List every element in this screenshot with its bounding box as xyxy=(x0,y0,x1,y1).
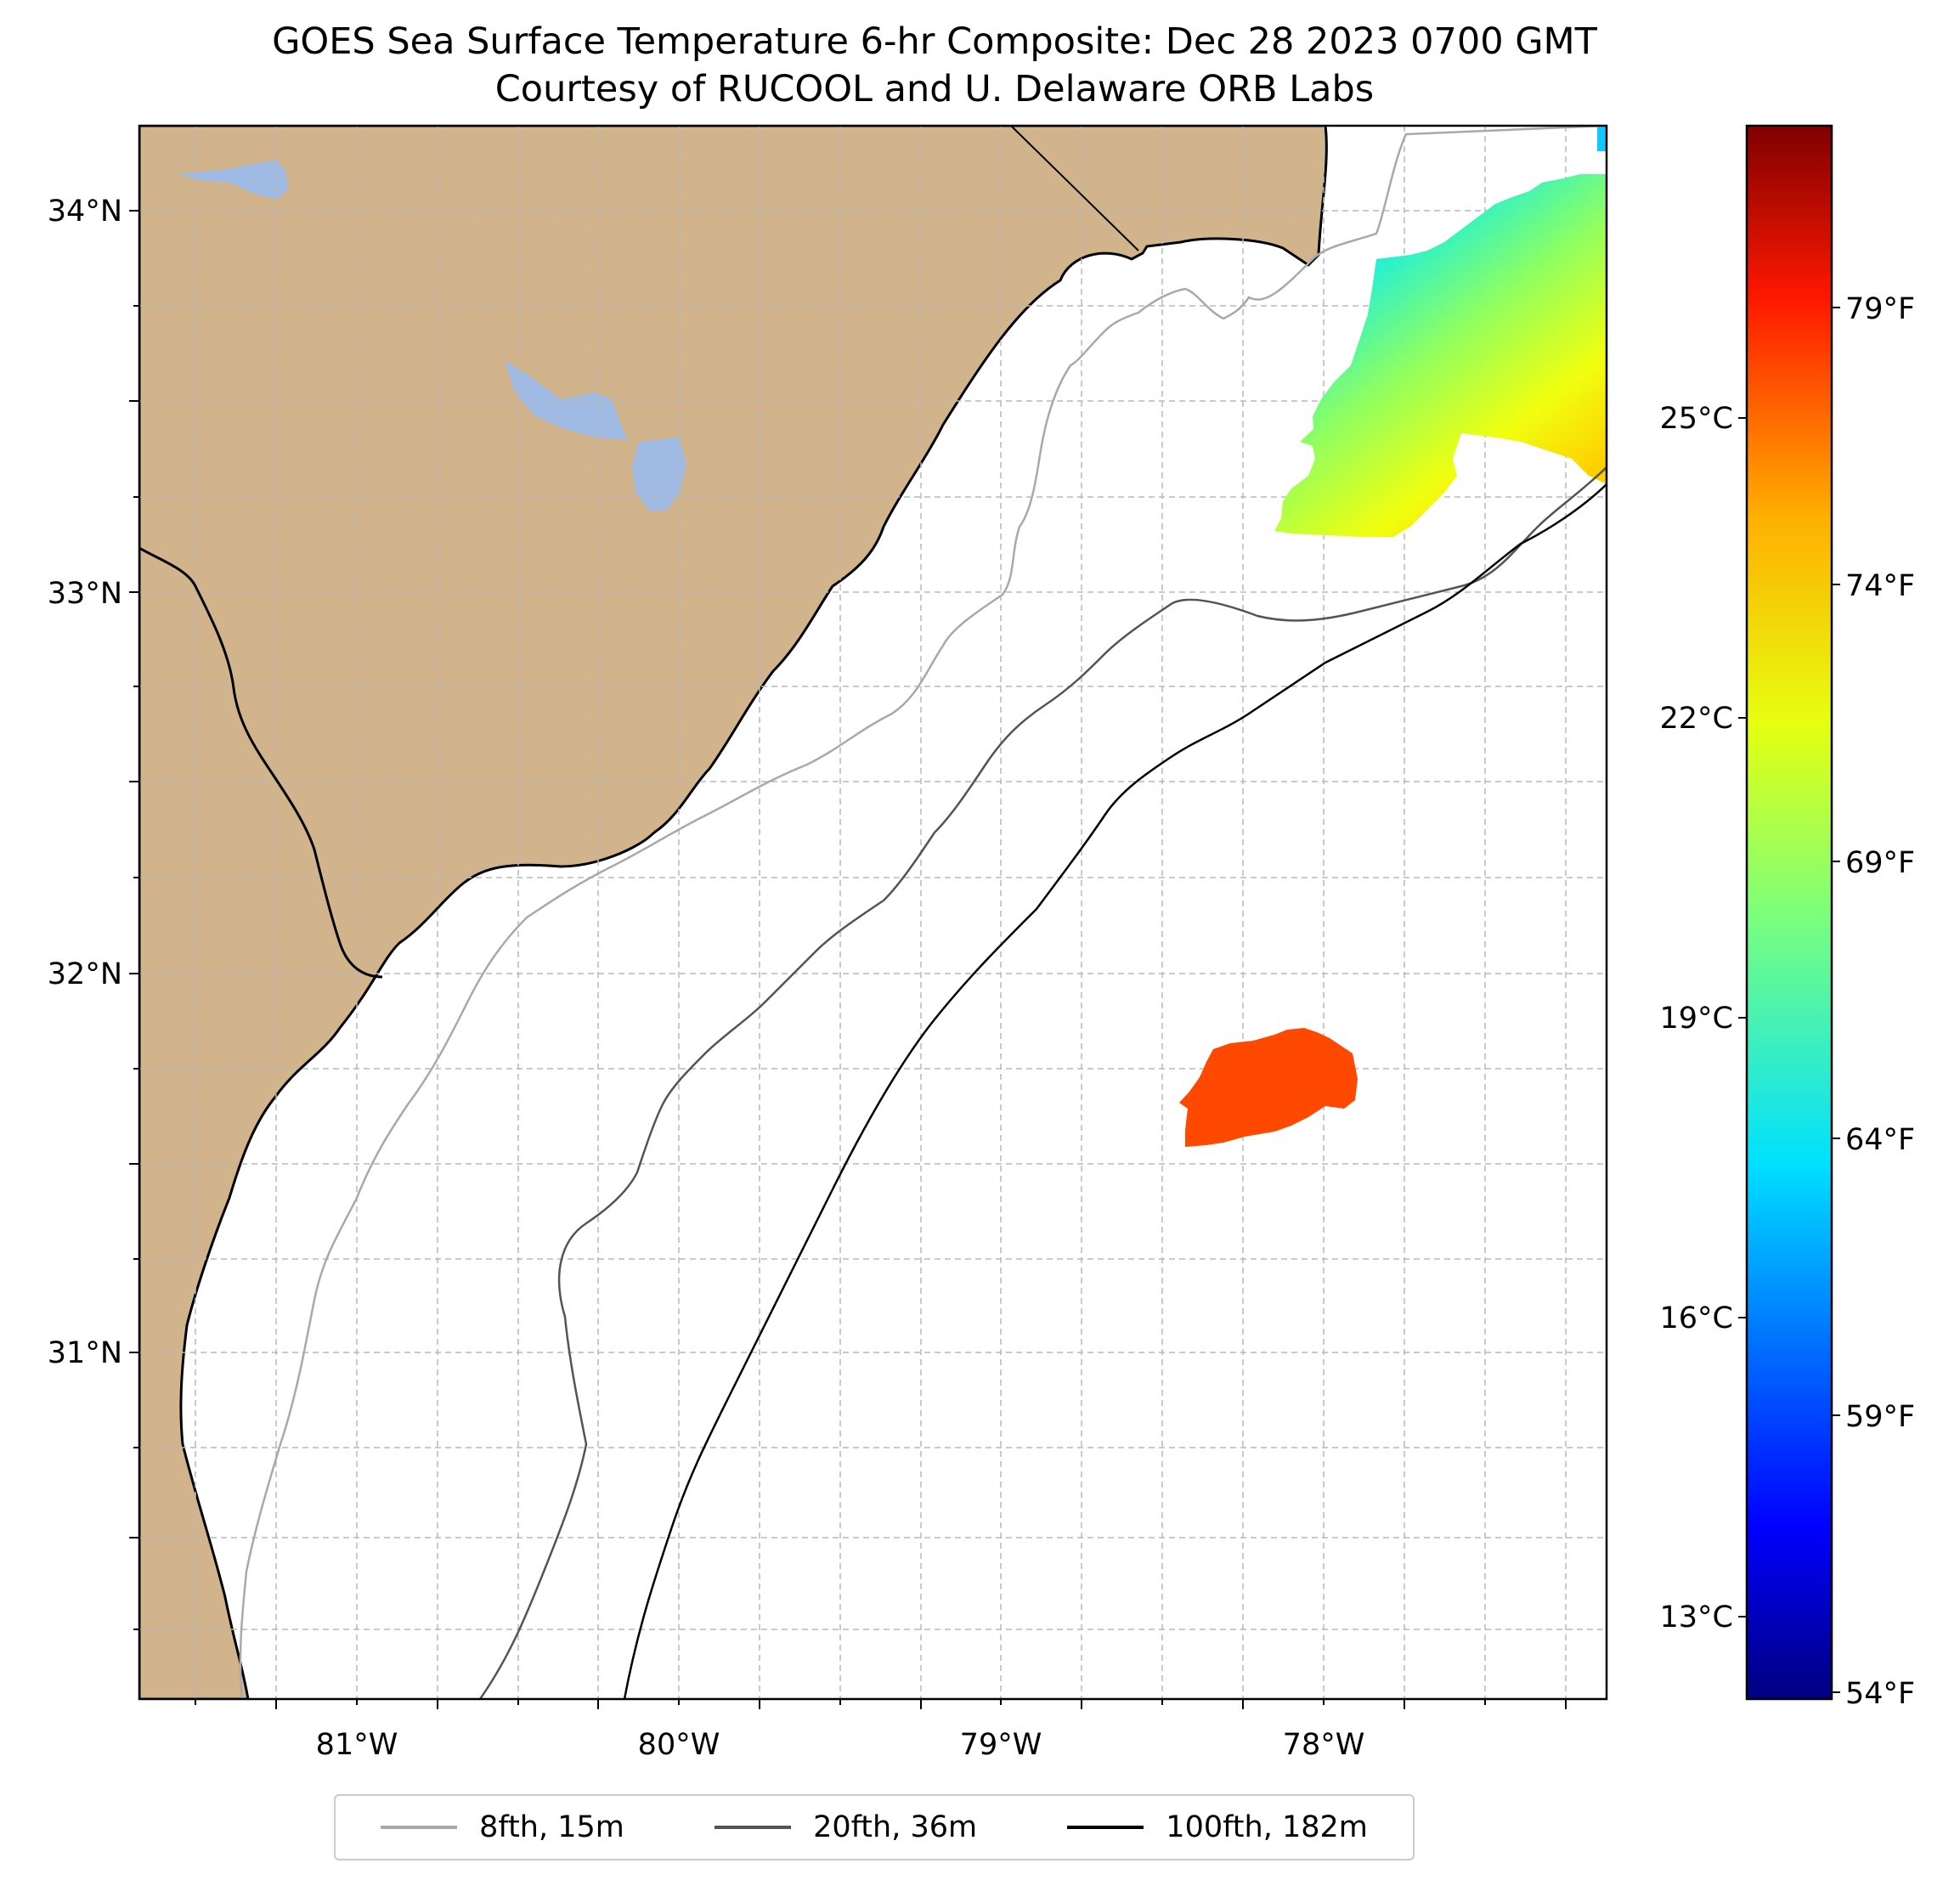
state-border-west xyxy=(139,546,383,979)
isobath-8fth xyxy=(239,126,1607,1699)
isobath-legend: 8fth, 15m 20fth, 36m 100fth, 182m xyxy=(334,1794,1415,1860)
cbar-label-16c: 16°C xyxy=(1660,1301,1733,1335)
cbar-label-79f: 79°F xyxy=(1845,292,1915,326)
cbar-label-59f: 59°F xyxy=(1845,1400,1915,1434)
cbar-label-22c: 22°C xyxy=(1660,702,1733,736)
cbar-label-69f: 69°F xyxy=(1845,846,1915,880)
legend-swatch-20fth xyxy=(715,1826,792,1829)
map-ticks xyxy=(129,210,1567,1709)
legend-item-8fth: 8fth, 15m xyxy=(381,1810,624,1844)
legend-label-8fth: 8fth, 15m xyxy=(479,1810,624,1844)
colorbar-ticks xyxy=(1738,307,1840,1693)
map-title: GOES Sea Surface Temperature 6-hr Compos… xyxy=(272,20,1597,63)
map-area xyxy=(139,126,1607,1699)
legend-swatch-100fth xyxy=(1067,1826,1144,1829)
lon-label-81w: 81°W xyxy=(316,1728,398,1762)
grid-lines xyxy=(139,126,1607,1699)
sst-offshore-patch xyxy=(1179,1028,1358,1147)
sst-north-corner xyxy=(1597,126,1607,151)
sst-north-patch xyxy=(1274,174,1607,537)
lon-label-78w: 78°W xyxy=(1283,1728,1365,1762)
legend-item-100fth: 100fth, 182m xyxy=(1067,1810,1368,1844)
cbar-label-19c: 19°C xyxy=(1660,1002,1733,1036)
state-border xyxy=(1010,126,1139,251)
legend-label-20fth: 20fth, 36m xyxy=(813,1810,978,1844)
map-frame xyxy=(138,124,1608,1701)
lat-label-33n: 33°N xyxy=(48,577,122,611)
cbar-label-64f: 64°F xyxy=(1845,1123,1915,1157)
lake-marion xyxy=(505,361,629,440)
legend-item-20fth: 20fth, 36m xyxy=(715,1810,977,1844)
cbar-label-54f: 54°F xyxy=(1845,1677,1915,1711)
lon-label-80w: 80°W xyxy=(638,1728,720,1762)
map-subtitle: Courtesy of RUCOOL and U. Delaware ORB L… xyxy=(494,68,1375,110)
cbar-label-74f: 74°F xyxy=(1845,569,1915,603)
lat-label-32n: 32°N xyxy=(48,957,122,991)
lake-moultrie xyxy=(632,438,686,511)
lake-north xyxy=(177,160,289,200)
lat-label-34n: 34°N xyxy=(48,195,122,229)
land xyxy=(139,126,1328,1699)
legend-label-100fth: 100fth, 182m xyxy=(1166,1810,1368,1844)
lon-label-79w: 79°W xyxy=(960,1728,1042,1762)
lat-label-31n: 31°N xyxy=(48,1336,122,1370)
cbar-label-13c: 13°C xyxy=(1660,1601,1733,1634)
colorbar xyxy=(1745,124,1833,1701)
isobath-100fth xyxy=(623,483,1607,1699)
isobath-20fth xyxy=(478,466,1607,1699)
legend-swatch-8fth xyxy=(381,1826,458,1829)
cbar-label-25c: 25°C xyxy=(1660,402,1733,436)
